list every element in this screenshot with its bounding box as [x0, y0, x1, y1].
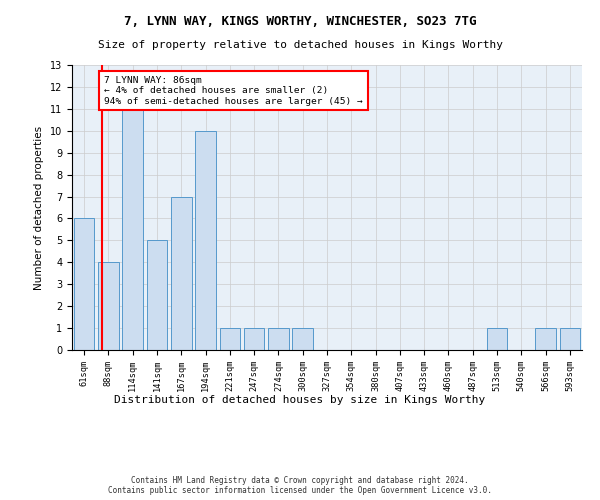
Text: 7 LYNN WAY: 86sqm
← 4% of detached houses are smaller (2)
94% of semi-detached h: 7 LYNN WAY: 86sqm ← 4% of detached house…: [104, 76, 363, 106]
Text: Size of property relative to detached houses in Kings Worthy: Size of property relative to detached ho…: [97, 40, 503, 50]
Bar: [244, 328, 265, 350]
Bar: [292, 328, 313, 350]
Y-axis label: Number of detached properties: Number of detached properties: [34, 126, 44, 290]
Bar: [74, 218, 94, 350]
Bar: [487, 328, 508, 350]
Bar: [195, 131, 216, 350]
Text: Distribution of detached houses by size in Kings Worthy: Distribution of detached houses by size …: [115, 395, 485, 405]
Bar: [220, 328, 240, 350]
Text: Contains HM Land Registry data © Crown copyright and database right 2024.
Contai: Contains HM Land Registry data © Crown c…: [108, 476, 492, 495]
Bar: [535, 328, 556, 350]
Bar: [171, 196, 191, 350]
Bar: [98, 262, 119, 350]
Bar: [122, 109, 143, 350]
Bar: [268, 328, 289, 350]
Text: 7, LYNN WAY, KINGS WORTHY, WINCHESTER, SO23 7TG: 7, LYNN WAY, KINGS WORTHY, WINCHESTER, S…: [124, 15, 476, 28]
Bar: [560, 328, 580, 350]
Bar: [146, 240, 167, 350]
